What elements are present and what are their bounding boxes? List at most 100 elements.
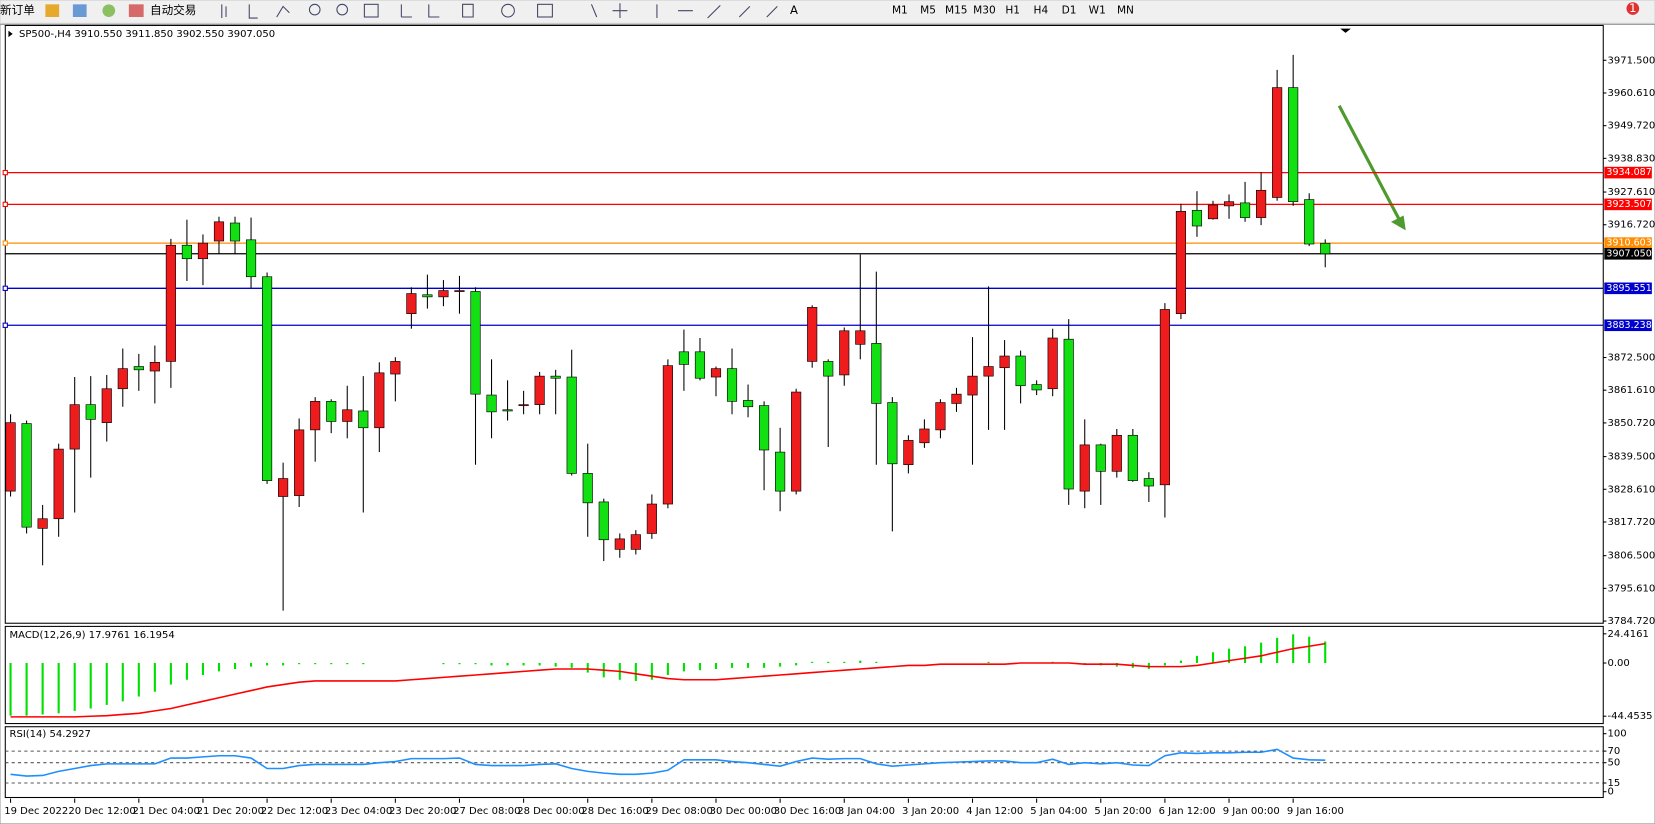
- timeframe-button: H4: [1034, 5, 1049, 17]
- candle-body: [1047, 337, 1058, 390]
- icon[interactable]: [221, 4, 290, 19]
- y-tick-label: 3850.720: [1607, 418, 1655, 429]
- candle-body: [550, 375, 561, 379]
- candle-body: [165, 244, 176, 362]
- candle-body: [326, 401, 337, 422]
- candle-body: [614, 538, 625, 550]
- candle-body: [310, 401, 321, 431]
- candle-body: [197, 242, 209, 260]
- level-handle: [2, 169, 8, 176]
- candle-body: [742, 400, 754, 408]
- candle-body: [710, 368, 722, 378]
- candle-body: [1223, 201, 1235, 207]
- x-tick-label: 23 Dec 04:00: [325, 806, 392, 817]
- candle-body: [278, 478, 289, 497]
- tool-icons: [221, 3, 778, 19]
- main-pane: [4, 24, 1604, 624]
- candle-body: [422, 294, 433, 298]
- candle-body: [983, 366, 994, 377]
- icon[interactable]: [308, 3, 321, 16]
- x-tick-label: 3 Jan 04:00: [838, 806, 895, 817]
- candle-body: [21, 423, 32, 528]
- text-tool[interactable]: A: [790, 3, 798, 17]
- candle-body: [53, 448, 64, 520]
- candle-body: [935, 402, 946, 431]
- y-tick-label: 3828.610: [1607, 484, 1655, 495]
- candle-body: [903, 440, 914, 466]
- y-tick-label: 3938.830: [1607, 153, 1655, 164]
- candle-body: [1079, 444, 1090, 492]
- timeframe-button: D1: [1062, 5, 1077, 17]
- candle-body: [775, 451, 786, 492]
- candle-body: [726, 368, 738, 402]
- y-tick-label: 3861.610: [1607, 385, 1655, 396]
- timeframe-button: M5: [920, 5, 936, 17]
- y-tick-label: 3817.720: [1607, 517, 1655, 528]
- timeframe-button: M1: [892, 5, 908, 17]
- candle-body: [598, 501, 609, 541]
- icon[interactable]: [128, 4, 144, 17]
- y-tick-label: 0: [1607, 787, 1613, 798]
- candle-body: [69, 404, 80, 450]
- candle-body: [1256, 189, 1267, 218]
- y-tick-label: 3916.720: [1607, 220, 1655, 231]
- new-order-button[interactable]: 新订单: [0, 3, 35, 17]
- macd-title: MACD(12,26,9) 17.9761 16.1954: [10, 630, 175, 641]
- icon[interactable]: [537, 3, 553, 18]
- candle-body: [999, 355, 1010, 369]
- y-tick-label: 3971.500: [1607, 55, 1655, 66]
- candle-body: [807, 307, 818, 362]
- macd-pane: [4, 625, 1604, 725]
- y-tick-label: 3795.610: [1607, 583, 1655, 594]
- candle-body: [294, 429, 305, 496]
- y-tick-label: 3949.720: [1607, 121, 1655, 132]
- level-label-box: [1604, 319, 1652, 332]
- icon[interactable]: [72, 4, 87, 17]
- y-tick-label: 3872.500: [1607, 353, 1655, 364]
- candle-body: [1015, 355, 1026, 387]
- candle-body: [1207, 204, 1219, 220]
- candle-body: [133, 366, 144, 371]
- candle-body: [390, 361, 401, 375]
- candle-body: [1272, 87, 1283, 198]
- candle-body: [1175, 210, 1187, 314]
- candle-body: [1320, 242, 1331, 255]
- icon[interactable]: [501, 3, 515, 18]
- y-tick-label: 3839.500: [1607, 452, 1655, 463]
- candle-body: [951, 393, 962, 404]
- timeframe-button: M15: [945, 5, 968, 17]
- badge[interactable]: [1626, 2, 1640, 15]
- candle-body: [101, 388, 112, 423]
- auto-trading-button[interactable]: 自动交易: [150, 3, 196, 17]
- icon[interactable]: [400, 3, 778, 19]
- x-tick-label: 21 Dec 20:00: [197, 806, 264, 817]
- x-tick-label: 6 Jan 12:00: [1159, 806, 1216, 817]
- candle-body: [887, 402, 898, 465]
- y-tick-label: 0.00: [1607, 658, 1629, 669]
- x-tick-label: 21 Dec 04:00: [132, 806, 199, 817]
- icon[interactable]: [102, 4, 116, 17]
- candle-body: [1143, 478, 1154, 487]
- signal-line: [10, 642, 1326, 718]
- level-label-box: [1604, 198, 1652, 211]
- icon[interactable]: [45, 4, 60, 17]
- candle-body: [438, 290, 449, 298]
- candle-body: [262, 276, 273, 481]
- x-tick-label: 9 Jan 16:00: [1287, 806, 1344, 817]
- y-tick-label: 3806.500: [1607, 551, 1655, 562]
- icon[interactable]: [363, 3, 379, 18]
- x-tick-label: 5 Jan 04:00: [1030, 806, 1087, 817]
- toolbar-bg: [0, 0, 1655, 24]
- candle-body: [245, 239, 257, 278]
- y-tick-label: 50: [1607, 758, 1620, 769]
- timeframe-button: M30: [973, 5, 996, 17]
- level-handle: [2, 240, 8, 246]
- candle-body: [534, 375, 545, 405]
- candle-body: [181, 244, 192, 260]
- candle-body: [486, 394, 497, 413]
- candle-body: [823, 361, 834, 377]
- icon[interactable]: [336, 3, 349, 16]
- y-tick-label: 24.4161: [1607, 629, 1648, 640]
